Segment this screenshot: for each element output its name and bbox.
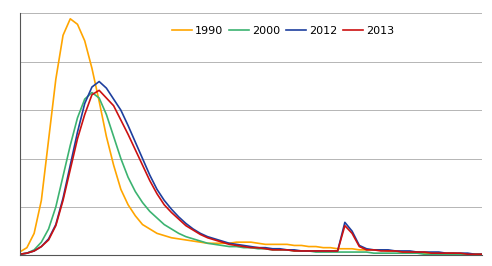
2013 <box>132 148 138 151</box>
1990 <box>421 252 427 255</box>
Line: 1990: 1990 <box>20 19 482 254</box>
2013 <box>479 253 485 256</box>
1990 <box>458 253 463 256</box>
1990 <box>219 242 225 245</box>
2000 <box>17 253 23 256</box>
2000 <box>132 190 138 193</box>
2000 <box>161 223 167 226</box>
Line: 2013: 2013 <box>20 90 482 254</box>
2013 <box>219 240 225 244</box>
Legend: 1990, 2000, 2012, 2013: 1990, 2000, 2012, 2013 <box>167 21 399 40</box>
2012 <box>17 253 23 256</box>
2000 <box>219 244 225 247</box>
1990 <box>479 253 485 256</box>
2000 <box>262 247 268 250</box>
Line: 2012: 2012 <box>20 81 482 254</box>
1990 <box>465 253 471 256</box>
2013 <box>465 253 471 256</box>
2012 <box>465 252 471 255</box>
1990 <box>161 234 167 237</box>
2013 <box>17 253 23 256</box>
2013 <box>161 203 167 206</box>
2012 <box>161 199 167 202</box>
2013 <box>421 251 427 254</box>
1990 <box>132 214 138 217</box>
2012 <box>479 253 485 256</box>
2013 <box>96 89 102 92</box>
1990 <box>17 251 23 254</box>
2012 <box>421 251 427 254</box>
2000 <box>421 253 427 256</box>
Line: 2000: 2000 <box>20 93 482 254</box>
1990 <box>262 243 268 246</box>
2000 <box>479 253 485 256</box>
2000 <box>465 253 471 256</box>
1990 <box>67 17 73 20</box>
2012 <box>262 246 268 249</box>
2012 <box>132 140 138 144</box>
2012 <box>219 239 225 243</box>
2012 <box>96 80 102 83</box>
2000 <box>89 91 95 94</box>
2013 <box>262 247 268 250</box>
